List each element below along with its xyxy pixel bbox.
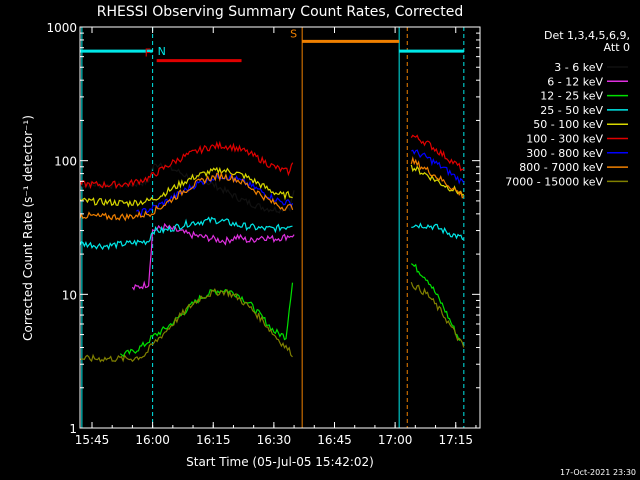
legend-header-1: Att 0 (604, 41, 630, 54)
x-tick-label-1: 16:00 (135, 433, 170, 447)
date-stamp: 17-Oct-2021 23:30 (560, 468, 636, 477)
flag-label-n: N (158, 45, 166, 58)
plot-area: NF S (79, 27, 465, 428)
y-tick-label-2: 100 (54, 155, 77, 169)
flag-label-f: F (145, 47, 151, 60)
series-line-4 (79, 164, 465, 208)
x-tick-label-5: 17:00 (378, 433, 413, 447)
series-line-8 (79, 281, 465, 363)
x-tick-label-3: 16:30 (257, 433, 292, 447)
legend-label-5: 100 - 300 keV (526, 133, 603, 146)
x-tick-label-2: 16:15 (196, 433, 231, 447)
series-line-3 (79, 216, 464, 251)
x-tick-label-0: 15:45 (75, 433, 110, 447)
series-line-7 (79, 155, 465, 222)
legend-label-8: 7000 - 15000 keV (505, 175, 603, 188)
chart-title: RHESSI Observing Summary Count Rates, Co… (97, 4, 463, 20)
legend-label-0: 3 - 6 keV (554, 61, 603, 74)
x-axis-label: Start Time (05-Jul-05 15:42:02) (186, 455, 374, 469)
series-line-2 (119, 263, 461, 358)
x-tick-label-4: 16:45 (317, 433, 352, 447)
legend-header-0: Det 1,3,4,5,6,9, (544, 29, 630, 42)
flag-label-s: S (290, 27, 297, 40)
legend-label-2: 12 - 25 keV (540, 90, 603, 103)
series-line-1 (131, 222, 295, 291)
plot-frame (79, 26, 481, 429)
legend-label-1: 6 - 12 keV (547, 75, 603, 88)
legend-label-7: 800 - 7000 keV (519, 161, 603, 174)
legend-label-4: 50 - 100 keV (533, 118, 603, 131)
y-tick-label-3: 1000 (46, 21, 77, 35)
legend-label-3: 25 - 50 keV (540, 104, 603, 117)
y-axis-label: Corrected Count Rate (s⁻¹ detector⁻¹) (21, 115, 35, 341)
y-tick-label-0: 1 (69, 422, 77, 436)
series-line-5 (79, 134, 465, 190)
legend-label-6: 300 - 800 keV (526, 147, 603, 160)
axis-ticks: 15:45 16:00 16:15 16:30 16:45 17:00 17:15 1 10 10… (46, 21, 480, 447)
x-tick-label-6: 17:15 (438, 433, 473, 447)
y-tick-label-1: 10 (62, 288, 77, 302)
